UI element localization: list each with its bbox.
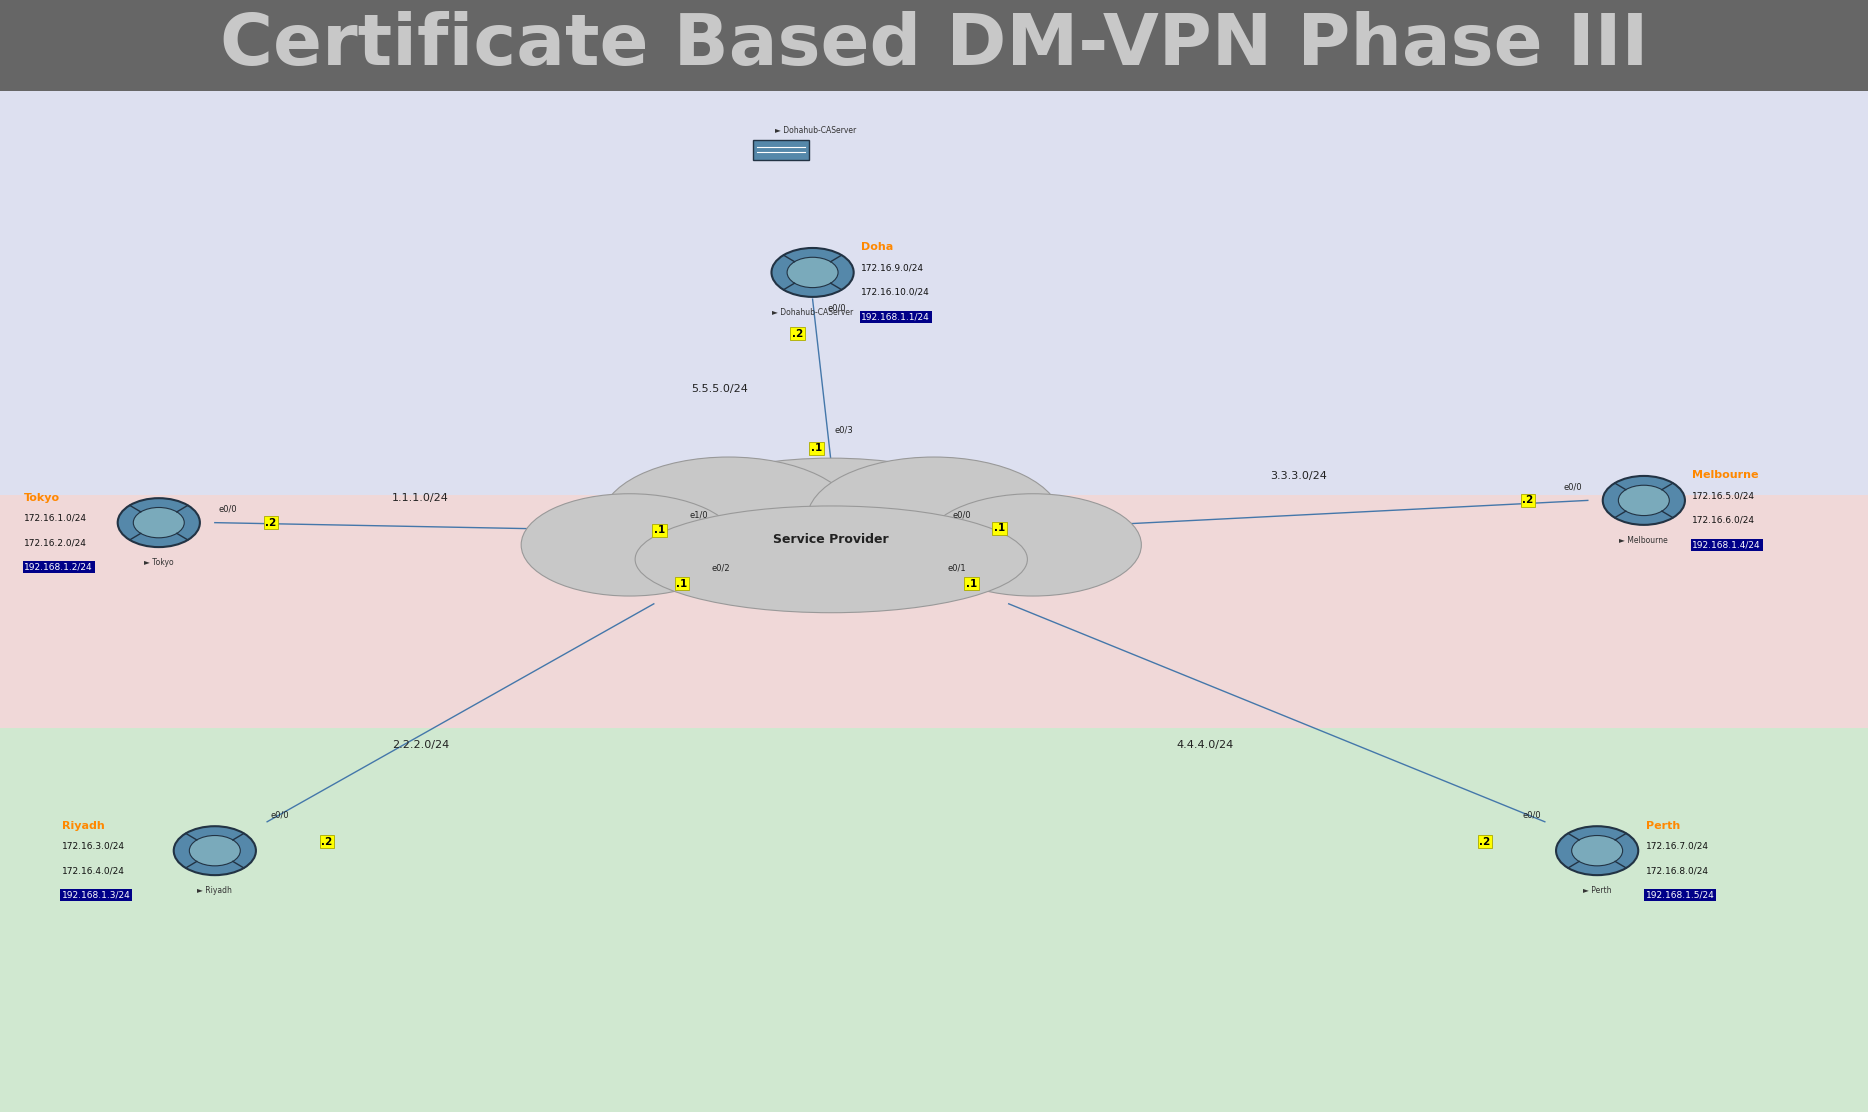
Text: Perth: Perth: [1646, 821, 1679, 831]
Text: 172.16.6.0/24: 172.16.6.0/24: [1692, 516, 1756, 525]
Text: .1: .1: [811, 444, 822, 453]
Text: 172.16.2.0/24: 172.16.2.0/24: [24, 538, 88, 547]
Ellipse shape: [635, 506, 1027, 613]
Circle shape: [786, 257, 839, 288]
Circle shape: [771, 248, 854, 297]
Text: .1: .1: [676, 579, 687, 588]
Text: Doha: Doha: [861, 242, 893, 252]
Text: e0/0: e0/0: [1564, 483, 1582, 492]
Text: 192.168.1.1/24: 192.168.1.1/24: [861, 312, 930, 321]
Circle shape: [1556, 826, 1638, 875]
Text: Tokyo: Tokyo: [24, 493, 60, 503]
Circle shape: [118, 498, 200, 547]
Text: 172.16.8.0/24: 172.16.8.0/24: [1646, 866, 1709, 875]
Text: .1: .1: [966, 579, 977, 588]
Ellipse shape: [925, 494, 1141, 596]
Text: 172.16.7.0/24: 172.16.7.0/24: [1646, 842, 1709, 851]
Ellipse shape: [807, 457, 1061, 582]
Ellipse shape: [601, 457, 856, 582]
Text: e0/0: e0/0: [953, 510, 971, 519]
Text: .2: .2: [321, 837, 333, 846]
Text: e0/0: e0/0: [271, 811, 290, 820]
Text: .2: .2: [1479, 837, 1491, 846]
Text: 5.5.5.0/24: 5.5.5.0/24: [691, 385, 747, 394]
FancyBboxPatch shape: [753, 140, 809, 160]
Text: 172.16.4.0/24: 172.16.4.0/24: [62, 866, 125, 875]
Text: Riyadh: Riyadh: [62, 821, 105, 831]
Text: 1.1.1.0/24: 1.1.1.0/24: [392, 494, 448, 503]
Text: 192.168.1.2/24: 192.168.1.2/24: [24, 563, 93, 572]
Circle shape: [1571, 835, 1623, 866]
Text: ► Tokyo: ► Tokyo: [144, 558, 174, 567]
Text: 172.16.3.0/24: 172.16.3.0/24: [62, 842, 125, 851]
Text: e0/0: e0/0: [828, 304, 846, 312]
Text: 172.16.1.0/24: 172.16.1.0/24: [24, 514, 88, 523]
FancyBboxPatch shape: [0, 91, 1868, 495]
Text: 172.16.10.0/24: 172.16.10.0/24: [861, 288, 930, 297]
Text: e0/2: e0/2: [712, 564, 730, 573]
Text: 4.4.4.0/24: 4.4.4.0/24: [1177, 741, 1233, 749]
Circle shape: [133, 507, 185, 538]
FancyBboxPatch shape: [0, 495, 1868, 728]
Text: Melbourne: Melbourne: [1692, 470, 1760, 480]
Text: e0/1: e0/1: [947, 564, 966, 573]
Ellipse shape: [521, 494, 738, 596]
Text: .2: .2: [1522, 496, 1534, 505]
Text: .1: .1: [654, 526, 665, 535]
FancyBboxPatch shape: [0, 728, 1868, 1112]
Text: ► Dohahub-CAServer: ► Dohahub-CAServer: [775, 126, 856, 135]
Text: 172.16.5.0/24: 172.16.5.0/24: [1692, 492, 1756, 500]
Text: ► Dohahub-CAServer: ► Dohahub-CAServer: [771, 308, 854, 317]
Text: 172.16.9.0/24: 172.16.9.0/24: [861, 264, 925, 272]
Circle shape: [174, 826, 256, 875]
Text: 192.168.1.4/24: 192.168.1.4/24: [1692, 540, 1762, 549]
Text: e0/3: e0/3: [835, 426, 854, 435]
Text: .2: .2: [792, 329, 803, 338]
Text: 2.2.2.0/24: 2.2.2.0/24: [392, 741, 448, 749]
Text: ► Riyadh: ► Riyadh: [198, 886, 232, 895]
Text: Certificate Based DM-VPN Phase III: Certificate Based DM-VPN Phase III: [220, 11, 1648, 80]
Circle shape: [1618, 485, 1670, 516]
Text: ► Melbourne: ► Melbourne: [1620, 536, 1668, 545]
Ellipse shape: [635, 458, 1027, 609]
Text: ► Perth: ► Perth: [1582, 886, 1612, 895]
Text: Service Provider: Service Provider: [773, 533, 889, 546]
Circle shape: [189, 835, 241, 866]
Text: 3.3.3.0/24: 3.3.3.0/24: [1270, 471, 1326, 480]
Text: 192.168.1.3/24: 192.168.1.3/24: [62, 891, 131, 900]
Text: e0/0: e0/0: [1522, 811, 1541, 820]
Text: e0/0: e0/0: [219, 505, 237, 514]
Text: .1: .1: [994, 524, 1005, 533]
Text: 192.168.1.5/24: 192.168.1.5/24: [1646, 891, 1715, 900]
FancyBboxPatch shape: [0, 0, 1868, 91]
Text: e1/0: e1/0: [689, 510, 708, 519]
Text: .2: .2: [265, 518, 276, 527]
Circle shape: [1603, 476, 1685, 525]
